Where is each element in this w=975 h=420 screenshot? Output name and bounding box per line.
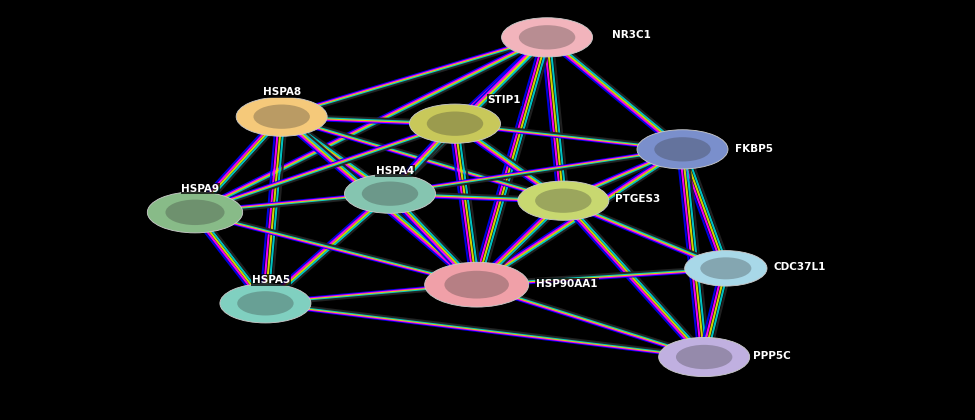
Circle shape — [659, 337, 750, 377]
Circle shape — [700, 257, 752, 279]
Circle shape — [236, 97, 328, 136]
Text: HSPA5: HSPA5 — [252, 275, 290, 285]
Text: PTGES3: PTGES3 — [615, 194, 661, 204]
Circle shape — [518, 181, 608, 220]
Text: PPP5C: PPP5C — [753, 351, 791, 361]
Circle shape — [166, 200, 224, 225]
Circle shape — [445, 271, 509, 299]
Circle shape — [220, 284, 311, 323]
Text: FKBP5: FKBP5 — [734, 144, 772, 154]
Text: CDC37L1: CDC37L1 — [773, 262, 826, 273]
Circle shape — [410, 104, 500, 143]
Circle shape — [237, 291, 293, 315]
Text: HSPA8: HSPA8 — [262, 87, 300, 97]
Text: HSP90AA1: HSP90AA1 — [536, 279, 598, 289]
Circle shape — [684, 251, 767, 286]
Circle shape — [254, 105, 310, 129]
Text: NR3C1: NR3C1 — [612, 30, 651, 40]
Circle shape — [535, 189, 592, 213]
Circle shape — [425, 262, 528, 307]
Circle shape — [654, 137, 711, 161]
Circle shape — [344, 174, 436, 213]
Circle shape — [501, 18, 593, 57]
Text: STIP1: STIP1 — [488, 95, 521, 105]
Circle shape — [637, 130, 728, 169]
Circle shape — [362, 181, 418, 206]
Circle shape — [147, 192, 243, 233]
Circle shape — [519, 25, 575, 50]
Circle shape — [427, 112, 484, 136]
Text: HSPA9: HSPA9 — [181, 184, 219, 194]
Text: HSPA4: HSPA4 — [376, 166, 414, 176]
Circle shape — [676, 345, 732, 369]
